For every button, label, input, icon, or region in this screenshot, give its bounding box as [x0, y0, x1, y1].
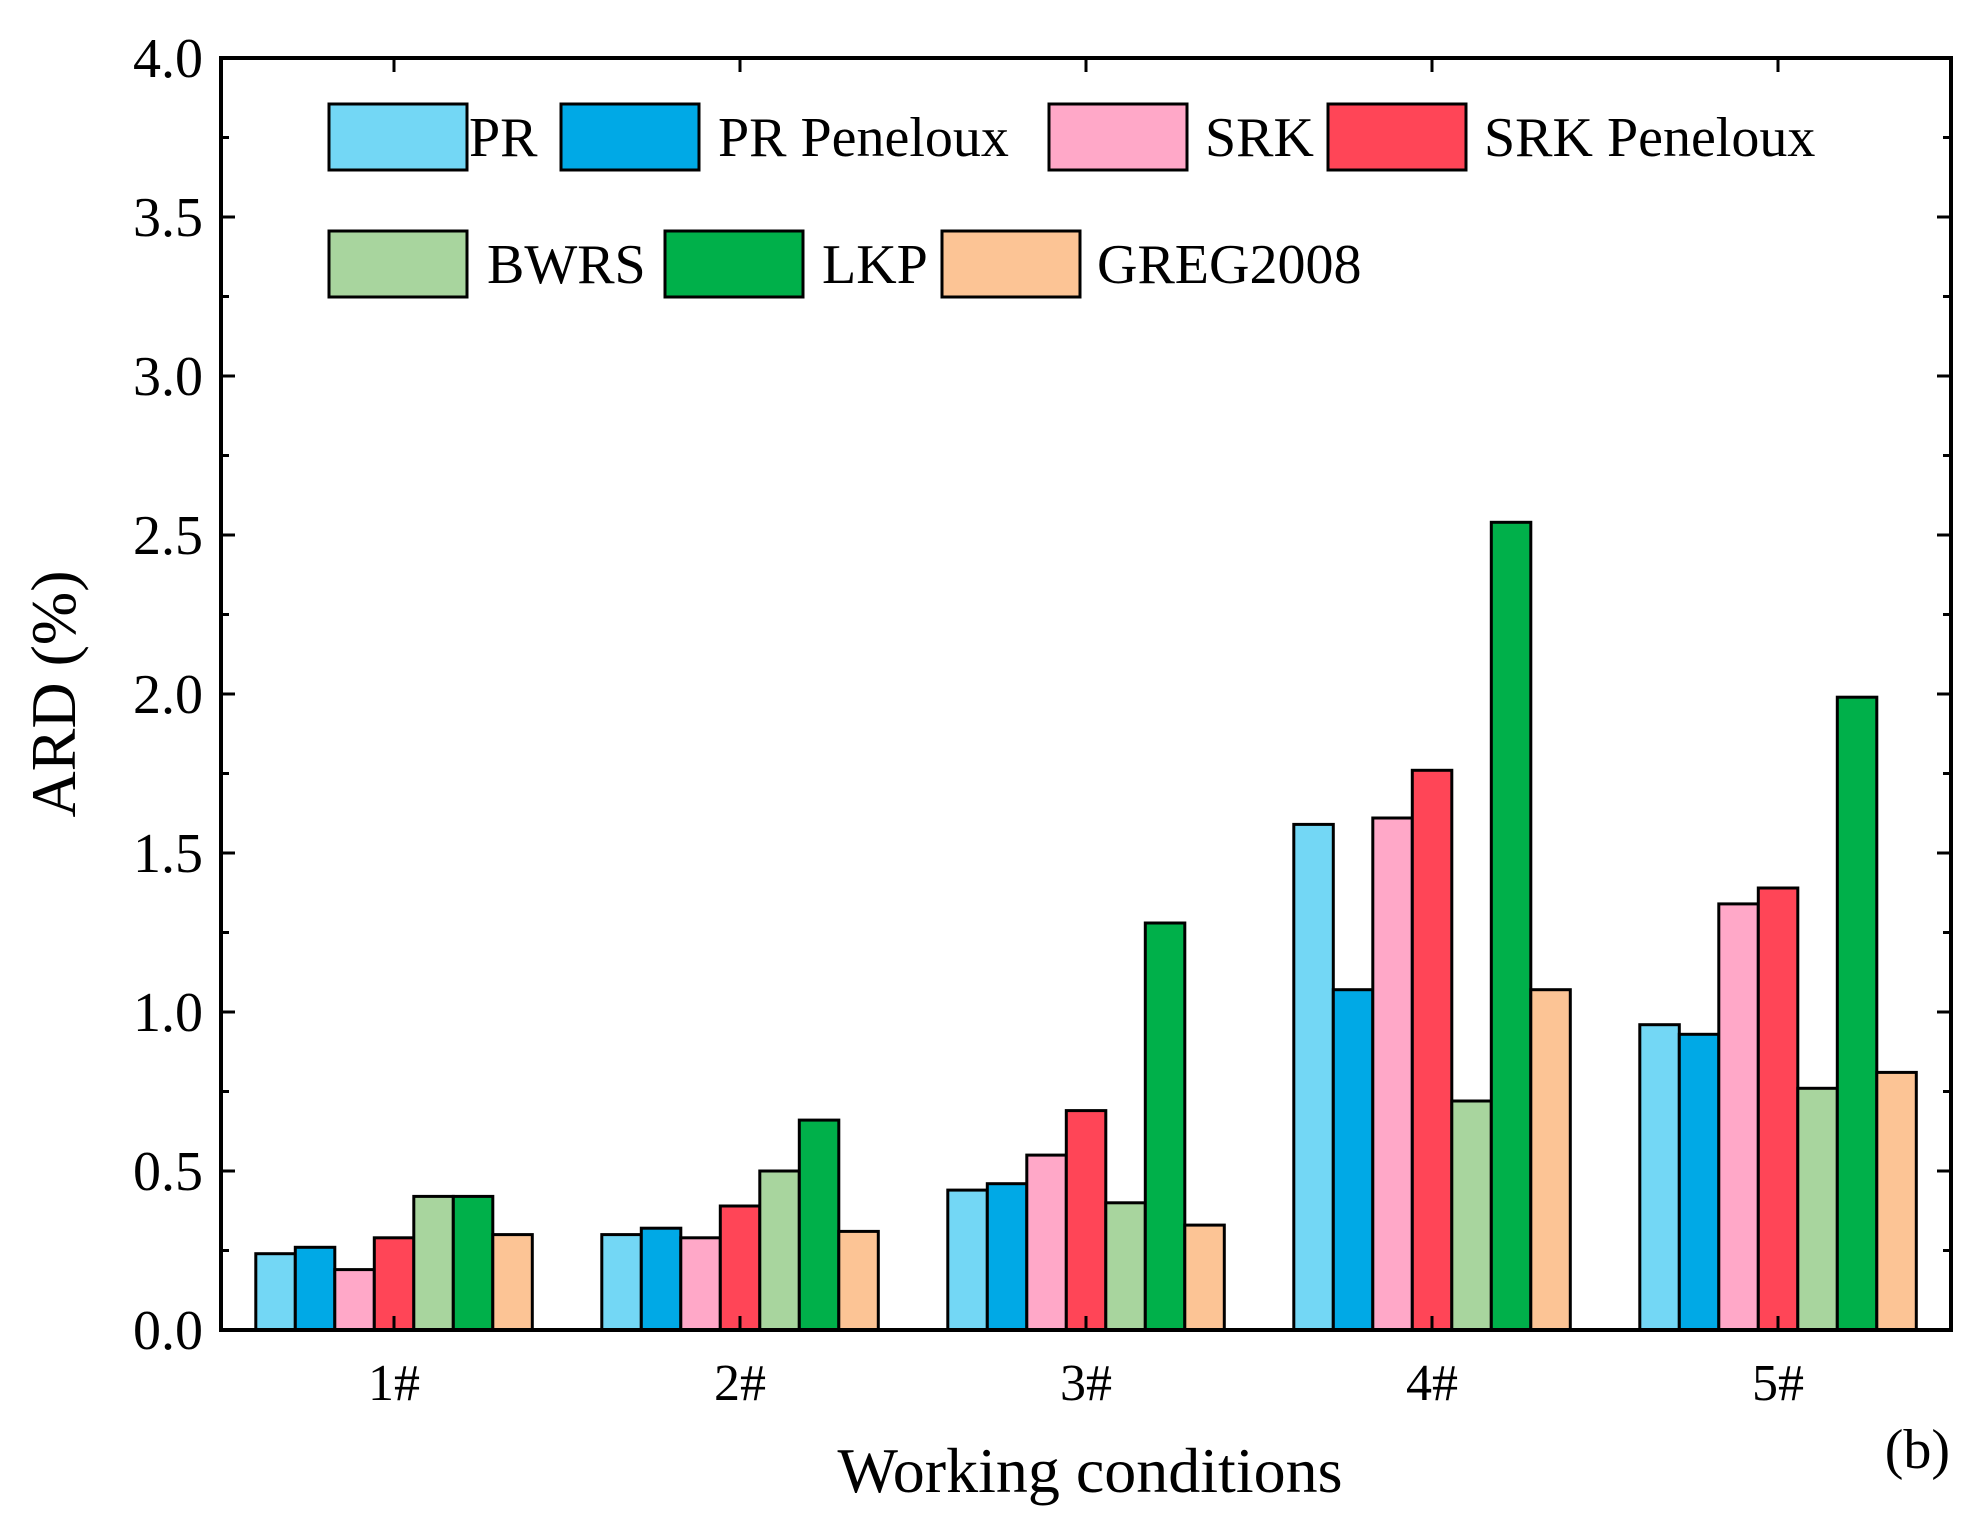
bar-pr-5 [1638, 1023, 1681, 1332]
legend-swatch-srk [1047, 102, 1189, 172]
y-tick-label: 3.0 [133, 346, 203, 408]
legend-label-pr-peneloux: PR Peneloux [718, 107, 1009, 169]
x-tick-label: 1# [368, 1355, 420, 1412]
y-axis-label: ARD (%) [18, 570, 89, 817]
bar-pr-3 [946, 1188, 989, 1332]
x-tick-label: 3# [1060, 1355, 1112, 1412]
x-tick-label: 4# [1406, 1355, 1458, 1412]
legend-swatch-pr-peneloux [559, 102, 701, 172]
bar-greg2008-5 [1875, 1070, 1918, 1332]
bar-srk-4 [1371, 816, 1414, 1332]
y-tick-label: 2.0 [133, 664, 203, 726]
legend-label-bwrs: BWRS [487, 234, 646, 296]
legend-label-srk-peneloux: SRK Peneloux [1484, 107, 1815, 169]
bar-pr-peneloux-5 [1677, 1032, 1721, 1332]
legend-label-greg2008: GREG2008 [1097, 234, 1361, 296]
bar-lkp-5 [1835, 695, 1879, 1332]
bar-greg2008-2 [837, 1229, 880, 1332]
legend-swatch-srk-peneloux [1326, 102, 1468, 172]
y-tick-label: 1.5 [133, 823, 203, 885]
bar-srk-peneloux-5 [1756, 886, 1800, 1332]
bar-lkp-4 [1489, 520, 1533, 1332]
bar-pr-peneloux-1 [293, 1245, 337, 1332]
legend-label-lkp: LKP [822, 234, 928, 296]
bar-pr-peneloux-3 [985, 1182, 1029, 1332]
bar-srk-peneloux-3 [1064, 1109, 1108, 1332]
bar-pr-2 [600, 1233, 643, 1332]
bar-pr-4 [1292, 822, 1335, 1332]
panel-label: (b) [1885, 1419, 1950, 1481]
bar-bwrs-5 [1796, 1086, 1839, 1332]
bar-lkp-1 [451, 1194, 495, 1332]
y-tick-label: 1.0 [133, 982, 203, 1044]
bar-greg2008-4 [1529, 988, 1572, 1332]
bar-bwrs-4 [1450, 1099, 1493, 1332]
x-tick-label: 2# [714, 1355, 766, 1412]
bar-srk-peneloux-4 [1410, 768, 1454, 1332]
bar-srk-1 [333, 1268, 376, 1332]
ticks-layer: 0.0 0.5 1.0 1.5 2.0 2.5 3.0 3.5 4.0 1# 2# 3# 4# 5# [133, 28, 1951, 1412]
bar-bwrs-1 [412, 1194, 455, 1332]
legend-label-pr: PR [469, 107, 538, 169]
y-tick-label: 2.5 [133, 505, 203, 567]
bar-srk-peneloux-2 [718, 1204, 762, 1332]
y-tick-label: 0.5 [133, 1141, 203, 1203]
bars-layer [254, 520, 1918, 1332]
bar-pr-1 [254, 1252, 297, 1332]
bar-greg2008-1 [491, 1233, 534, 1332]
legend-swatch-pr [327, 102, 469, 172]
legend-swatch-lkp [663, 229, 805, 299]
bar-pr-peneloux-4 [1331, 988, 1375, 1332]
bar-srk-2 [679, 1236, 722, 1332]
x-axis-label: Working conditions [837, 1435, 1342, 1506]
y-tick-label: 3.5 [133, 187, 203, 249]
bar-lkp-2 [797, 1118, 841, 1332]
bar-bwrs-2 [758, 1169, 801, 1332]
bar-pr-peneloux-2 [639, 1226, 683, 1332]
y-tick-label: 0.0 [133, 1300, 203, 1362]
y-tick-label: 4.0 [133, 28, 203, 90]
x-tick-label: 5# [1752, 1355, 1804, 1412]
bar-srk-5 [1717, 902, 1760, 1332]
bar-bwrs-3 [1104, 1201, 1147, 1332]
bar-lkp-3 [1143, 921, 1187, 1332]
bar-srk-3 [1025, 1153, 1068, 1332]
legend-swatch-bwrs [327, 229, 469, 299]
legend: PR PR Peneloux SRK SRK Peneloux BWRS LKP GREG2… [327, 102, 1815, 299]
legend-swatch-greg2008 [940, 229, 1082, 299]
legend-label-srk: SRK [1205, 107, 1314, 169]
bar-greg2008-3 [1183, 1223, 1226, 1332]
